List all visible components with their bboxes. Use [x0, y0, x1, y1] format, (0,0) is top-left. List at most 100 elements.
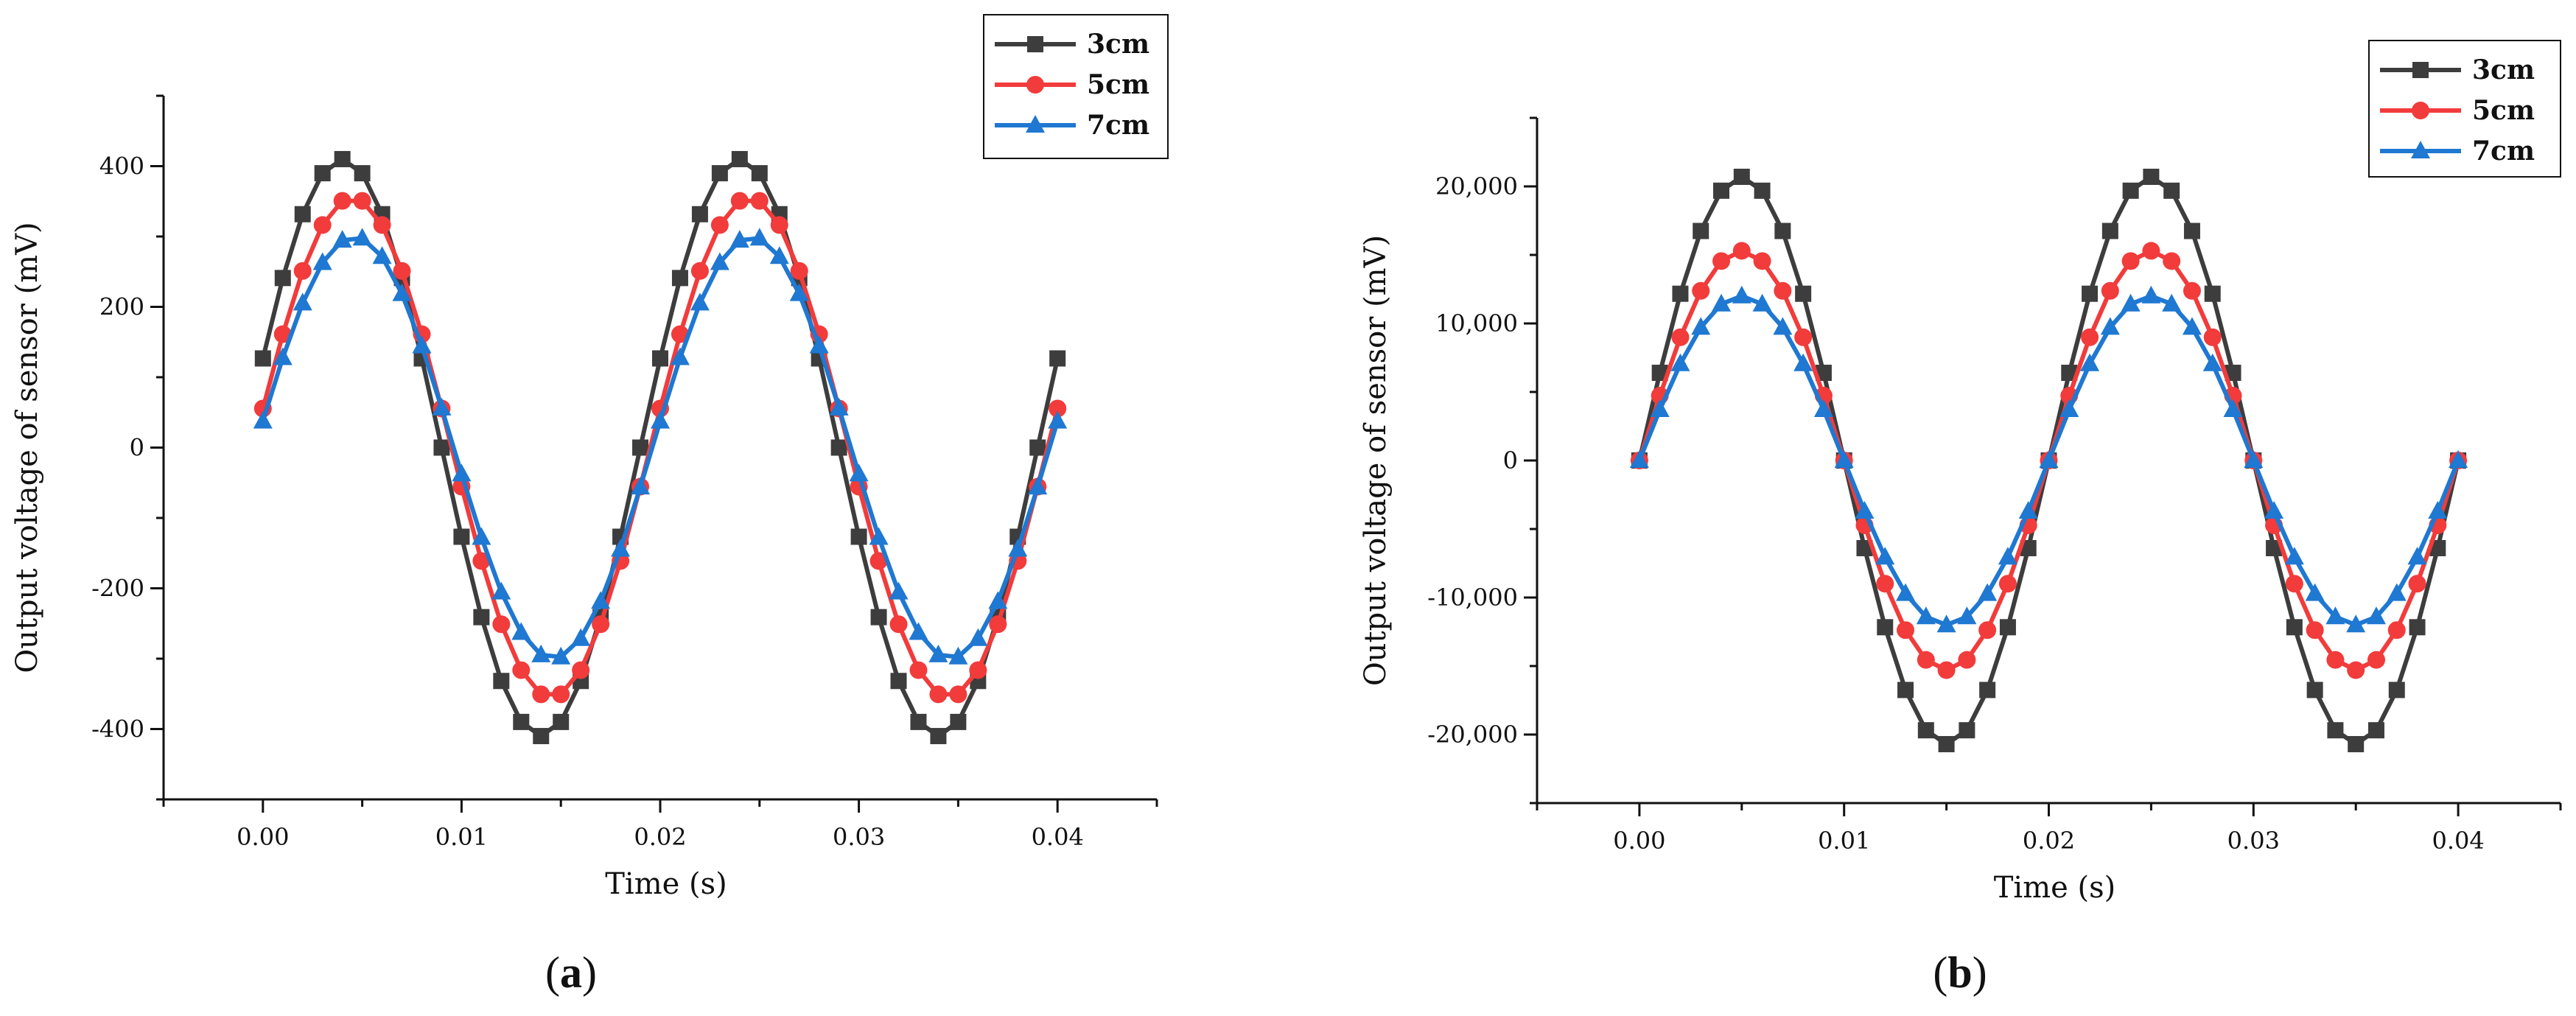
x-tick-label: 0.00 — [1613, 827, 1665, 855]
y-axis-title: Output voltage of sensor (mV) — [10, 222, 44, 673]
data-point-7cm — [1978, 583, 1998, 601]
data-point-5cm — [1917, 651, 1935, 669]
x-tick-label: 0.04 — [2432, 827, 2484, 855]
data-point-3cm — [294, 206, 311, 223]
data-point-5cm — [2142, 242, 2160, 260]
data-point-7cm — [1793, 353, 1813, 371]
data-point-5cm — [512, 661, 531, 679]
data-point-5cm — [592, 615, 610, 634]
legend-marker-3cm — [1027, 36, 1043, 52]
data-point-5cm — [969, 661, 987, 679]
data-point-5cm — [1897, 621, 1915, 640]
data-point-7cm — [1957, 606, 1977, 625]
x-tick-label: 0.03 — [833, 823, 885, 851]
y-tick-label: 10,000 — [1435, 309, 1518, 337]
data-point-7cm — [1813, 399, 1833, 418]
data-point-7cm — [1916, 606, 1936, 625]
legend: 3cm 5cm 7cm — [2368, 40, 2561, 178]
y-tick-label: 0 — [1503, 446, 1518, 474]
data-point-5cm — [492, 615, 511, 634]
data-point-5cm — [1876, 575, 1894, 593]
x-tick-label: 0.01 — [1818, 827, 1870, 855]
data-point-3cm — [274, 270, 291, 287]
data-point-7cm — [809, 335, 829, 354]
data-point-7cm — [928, 644, 948, 662]
data-point-3cm — [1877, 619, 1894, 636]
x-tick-label: 0.03 — [2227, 827, 2280, 855]
data-point-5cm — [949, 685, 967, 704]
data-point-7cm — [312, 252, 332, 270]
data-point-7cm — [332, 230, 352, 248]
data-point-3cm — [850, 528, 867, 545]
chart-panel-a: 0.00 0.01 0.02 0.03 0.04 -400 -200 0 200 400 Time … — [10, 14, 1169, 901]
data-point-3cm — [2122, 182, 2139, 199]
data-point-5cm — [313, 216, 332, 234]
data-point-7cm — [452, 463, 472, 482]
data-point-5cm — [1958, 651, 1976, 669]
data-point-5cm — [2347, 661, 2365, 679]
data-point-3cm — [652, 350, 668, 367]
data-point-3cm — [2225, 365, 2241, 382]
data-point-5cm — [2306, 621, 2324, 640]
data-point-5cm — [2387, 621, 2406, 640]
legend-marker-7cm — [2411, 141, 2430, 158]
data-point-7cm — [2202, 353, 2222, 371]
data-point-5cm — [2326, 651, 2345, 669]
data-point-5cm — [273, 325, 292, 343]
data-point-5cm — [1998, 575, 2017, 593]
data-point-7cm — [1752, 293, 1772, 312]
data-point-7cm — [789, 283, 809, 301]
data-point-3cm — [830, 439, 847, 456]
data-point-3cm — [1693, 223, 1709, 239]
data-point-5cm — [929, 685, 948, 704]
data-point-7cm — [412, 335, 432, 354]
data-point-7cm — [2039, 450, 2059, 468]
data-point-3cm — [1917, 722, 1934, 739]
series-5cm — [253, 192, 1067, 704]
data-point-3cm — [2286, 619, 2303, 636]
data-point-3cm — [632, 439, 649, 456]
data-point-3cm — [254, 350, 271, 367]
data-point-7cm — [1650, 399, 1670, 418]
y-tick-label: 20,000 — [1435, 172, 1518, 200]
data-point-3cm — [1795, 285, 1812, 302]
data-point-7cm — [352, 228, 372, 246]
data-point-3cm — [2163, 182, 2180, 199]
data-point-5cm — [1937, 661, 1956, 679]
data-point-7cm — [1048, 410, 1068, 429]
data-point-7cm — [651, 410, 670, 429]
data-point-3cm — [2143, 168, 2160, 185]
data-point-5cm — [889, 615, 908, 634]
data-point-5cm — [869, 552, 888, 570]
y-tick-label: 0 — [130, 434, 144, 462]
data-point-7cm — [2366, 606, 2386, 625]
data-point-5cm — [2285, 575, 2303, 593]
data-point-7cm — [511, 622, 531, 640]
data-point-7cm — [2121, 293, 2141, 312]
data-point-5cm — [2163, 252, 2181, 270]
data-point-3cm — [354, 165, 371, 182]
data-point-7cm — [2018, 500, 2038, 519]
data-point-7cm — [690, 292, 710, 311]
data-point-5cm — [770, 216, 788, 234]
data-point-7cm — [293, 292, 312, 311]
data-point-5cm — [572, 661, 590, 679]
data-point-5cm — [472, 552, 491, 570]
data-point-3cm — [453, 528, 470, 545]
data-point-7cm — [472, 527, 491, 545]
data-point-3cm — [553, 713, 570, 730]
x-tick-label: 0.00 — [237, 823, 289, 851]
data-point-7cm — [968, 628, 988, 646]
chart-panel-b: 0.00 0.01 0.02 0.03 0.04 -20,000 -10,000 0 10,00… — [1359, 40, 2562, 905]
data-point-5cm — [552, 685, 570, 704]
data-point-3cm — [731, 150, 748, 167]
x-tick-label: 0.04 — [1032, 823, 1084, 851]
data-point-7cm — [2080, 353, 2100, 371]
data-point-3cm — [950, 713, 967, 730]
data-point-3cm — [2348, 736, 2365, 753]
data-point-7cm — [1670, 353, 1690, 371]
data-point-3cm — [1733, 168, 1750, 185]
data-point-3cm — [691, 206, 708, 223]
data-point-7cm — [273, 347, 293, 365]
